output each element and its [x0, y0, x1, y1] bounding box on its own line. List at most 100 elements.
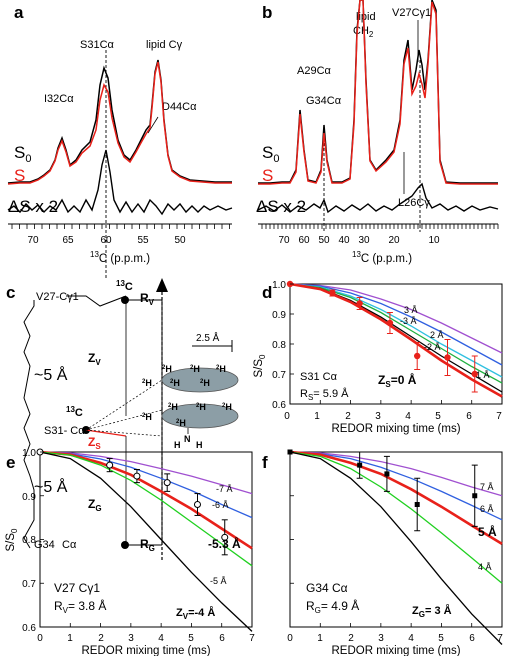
series-line [289, 451, 503, 521]
f-xtick: 3 [378, 633, 384, 644]
e-xlabel: REDOR mixing time (ms) [81, 645, 210, 656]
d-xtick: 4 [405, 411, 411, 422]
e-xtick: 4 [158, 633, 164, 644]
data-point [163, 479, 171, 487]
e-xtick: 0 [37, 633, 43, 644]
peak-label-lipid-cg: lipid Cγ [146, 39, 183, 51]
f-xtick: 5 [438, 633, 444, 644]
data-point [471, 370, 478, 378]
panel-c-letter: c [6, 283, 15, 302]
e-ytick: 0.7 [22, 579, 36, 590]
c-zs-link [85, 429, 127, 437]
d-ylabel: S/S0 [253, 354, 267, 378]
panel-c: c V27-Cγ1 13C RV ~5 Å ZV 13C S31- Cα ZS … [6, 278, 239, 560]
panel-b-letter: b [262, 3, 272, 22]
svg-text:2H: 2H [200, 378, 210, 388]
d-curve-label: -2 Å [424, 342, 441, 352]
d-curve-label: 1 Å [476, 370, 490, 380]
c-dist-bottom: ~5 Å [34, 477, 68, 496]
d-ytick: 1.0 [272, 280, 286, 291]
c-dipolar-3 [85, 429, 163, 437]
d-xtick: 3 [375, 411, 381, 422]
f-residue: G34 Cα [306, 581, 348, 595]
peak-label-i32: I32Cα [44, 93, 74, 105]
series-line [289, 283, 503, 354]
f-curve-label: 4 Å [478, 562, 492, 572]
b-xtick: 10 [428, 235, 440, 246]
panel-f-letter: f [262, 453, 268, 472]
d-z: ZS=0 Å [378, 372, 417, 389]
c-dipolar-1 [85, 379, 163, 431]
f-r: RG= 4.9 Å [306, 598, 359, 615]
e-curve-label: -6 Å [212, 500, 229, 510]
series-line [289, 451, 503, 584]
a-xlabel: 13C (p.p.m.) [90, 250, 150, 265]
data-point [133, 472, 141, 480]
c-backbone-top [66, 295, 127, 307]
d-xtick: 7 [496, 411, 502, 422]
svg-text:2H: 2H [222, 402, 232, 412]
d-ytick: 0.7 [272, 370, 286, 381]
e-ylabel: S/S0 [5, 528, 19, 552]
b-xlabel: 13C (p.p.m.) [352, 250, 412, 265]
data-point [106, 461, 114, 469]
panel-f: f 0 1 2 3 4 5 6 7 REDOR mixing time (ms)… [262, 449, 503, 656]
c-dist-top: ~5 Å [34, 365, 68, 384]
data-point [472, 493, 478, 499]
c-axis-arrow [156, 278, 168, 292]
svg-text:2H: 2H [176, 418, 186, 428]
f-xtick: 4 [408, 633, 414, 644]
peak-label-l26: L26Cγ [398, 197, 430, 209]
e-ytick: 0.9 [22, 492, 36, 503]
d-curve-label: -3 Å [400, 316, 417, 326]
a-xtick: 65 [62, 235, 74, 246]
c-v27-label: V27-Cγ1 [36, 291, 79, 303]
d-xtick: 2 [345, 411, 351, 422]
e-xtick: 1 [67, 633, 73, 644]
c-dipolar-2 [85, 409, 163, 431]
data-point [414, 352, 421, 360]
c-rg-label: RG [140, 537, 155, 553]
c-backbone-chain [23, 300, 35, 549]
f-xtick: 2 [348, 633, 354, 644]
d-curve-label: 2 Å [430, 330, 444, 340]
f-xtick: 7 [497, 633, 503, 644]
d-curves [289, 282, 503, 398]
a-xtick: 50 [174, 235, 186, 246]
b-xtick: 30 [358, 235, 370, 246]
f-curve-label: 5 Å [478, 524, 497, 539]
e-xtick: 3 [128, 633, 134, 644]
c-h-left: H [174, 440, 181, 450]
e-xtick: 6 [219, 633, 225, 644]
a-spectrum-s0 [7, 59, 232, 184]
e-ticks [39, 451, 253, 628]
c-deuterium-labels: 2H 2H 2H 2H 2H 2H 2H 2H 2H 2H 2H [142, 364, 232, 428]
d-xtick: 5 [435, 411, 441, 422]
b-xtick: 70 [278, 235, 290, 246]
b-tick-marks [261, 224, 499, 229]
svg-text:2H: 2H [142, 412, 152, 422]
f-z: ZG= 3 Å [412, 604, 452, 619]
c-g34-label: G34 [34, 539, 55, 551]
series-line [289, 451, 503, 645]
svg-text:2H: 2H [190, 364, 200, 374]
d-xtick: 1 [314, 411, 320, 422]
d-residue: S31 Cα [300, 371, 338, 383]
d-ytick: 0.6 [272, 400, 286, 411]
f-curve-label: 7 Å [480, 482, 494, 492]
c-ring-bottom [161, 403, 239, 429]
e-xtick: 2 [98, 633, 104, 644]
d-curve-label: 3 Å [404, 305, 418, 315]
panel-a-letter: a [14, 3, 24, 22]
e-xtick: 5 [188, 633, 194, 644]
data-point [444, 354, 451, 361]
c-n-atom: N [184, 434, 191, 444]
d-r: RS= 5.9 Å [300, 387, 349, 402]
f-curve-label: 6 Å [480, 504, 494, 514]
panel-b: b lipid CH2 V27Cγ1 A29Cα G34Cα L26Cγ S0 … [256, 0, 499, 265]
d44-pointer [147, 116, 159, 134]
series-line [39, 451, 253, 495]
data-point [414, 502, 420, 507]
e-ytick: 1.0 [22, 448, 36, 459]
